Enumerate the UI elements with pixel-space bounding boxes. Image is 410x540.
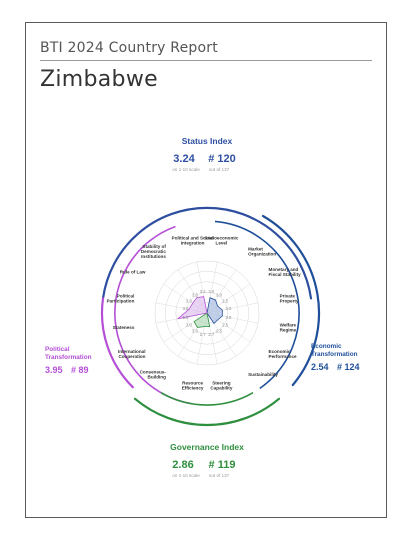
grid-ring	[165, 271, 249, 355]
economic-inner-arc	[214, 220, 300, 390]
governance-scale-note: on 1-10 scale	[172, 473, 200, 478]
political-inner-arc	[114, 225, 192, 405]
value-label: 3.0	[208, 289, 214, 294]
political-label-line1: Political	[45, 346, 70, 353]
criterion-label: Sustainability	[248, 372, 278, 377]
value-label: 3.0	[216, 292, 222, 297]
governance-index-score: 2.86	[172, 459, 193, 471]
value-label: 2.5	[222, 298, 228, 303]
criterion-label: Welfare Regime	[280, 322, 297, 332]
status-index-title: Status Index	[182, 136, 233, 146]
title-divider	[40, 60, 372, 61]
value-label: 5.5	[183, 315, 189, 320]
governance-area	[193, 312, 211, 328]
value-label: 2.7	[200, 332, 206, 337]
report-page: BTI 2024 Country Report Zimbabwe Socioec…	[25, 22, 387, 518]
criterion-label: Stateness	[113, 325, 135, 330]
economic-rank: # 124	[337, 362, 360, 372]
political-score: 3.95	[45, 365, 63, 375]
criteria-labels: Socioeconomic Level Market Organization Mone…	[107, 235, 302, 390]
criterion-label: Monetary and Fiscal Stability	[269, 267, 302, 277]
criterion-label: International Cooperation	[118, 349, 146, 359]
economic-transformation-arc	[261, 214, 321, 387]
governance-inner-arc	[160, 392, 254, 406]
grid-ring	[154, 260, 260, 366]
value-label: 2.7	[208, 332, 214, 337]
economic-score: 2.54	[311, 362, 329, 372]
radar-areas	[177, 296, 223, 328]
status-index-rank: # 120	[208, 153, 236, 165]
criterion-label: Political and Social Integration	[172, 235, 214, 245]
value-label: 3.0	[225, 315, 231, 320]
report-title: BTI 2024 Country Report	[40, 40, 218, 56]
political-rank: # 89	[71, 365, 89, 375]
governance-rank-note: out of 137	[209, 473, 230, 478]
value-label: 3.2	[200, 289, 206, 294]
value-label: 2.5	[216, 329, 222, 334]
criterion-label: Economic Performance	[269, 349, 298, 359]
criterion-label: Market Organization	[248, 246, 276, 256]
political-label-line2: Transformation	[45, 354, 92, 361]
criterion-label: Consensus-Building	[140, 369, 167, 379]
value-label: 3.3	[186, 298, 192, 303]
value-label: 3.3	[192, 329, 198, 334]
criterion-label: Socioeconomic Level	[204, 235, 238, 245]
economic-label-line2: Transformation	[311, 351, 358, 358]
governance-index-rank: # 119	[209, 459, 236, 471]
grid-ring	[175, 281, 239, 345]
criterion-label: Steering Capability	[210, 381, 232, 391]
political-area	[177, 296, 208, 320]
value-label: 3.0	[225, 306, 231, 311]
political-transformation-arc	[100, 297, 134, 389]
economic-label-line1: Economic	[311, 343, 342, 350]
criterion-label: Private Property	[280, 294, 299, 304]
status-scale-note: on 1-10 scale	[172, 167, 200, 172]
economic-area	[206, 297, 223, 325]
criterion-label: Stability of Democratic Institutions	[141, 244, 166, 259]
governance-index-arc	[133, 397, 281, 427]
status-index-score: 3.24	[173, 153, 195, 165]
value-label: 3.0	[186, 323, 192, 328]
governance-index-title: Governance Index	[170, 442, 244, 452]
value-label: 3.5	[192, 292, 198, 297]
radar-chart: Socioeconomic Level Market Organization Mone…	[45, 136, 360, 478]
status-rank-note: out of 137	[209, 167, 230, 172]
value-label: 2.5	[222, 323, 228, 328]
status-index-arc	[101, 206, 313, 300]
criterion-label: Resource Efficiency	[182, 381, 204, 391]
value-labels: 3.03.02.53.03.02.52.52.72.73.33.05.53.53…	[183, 289, 232, 337]
value-label: 3.5	[183, 306, 189, 311]
country-name: Zimbabwe	[40, 67, 158, 92]
criterion-label: Rule of Law	[120, 269, 146, 274]
criterion-label: Political Participation	[107, 294, 135, 304]
